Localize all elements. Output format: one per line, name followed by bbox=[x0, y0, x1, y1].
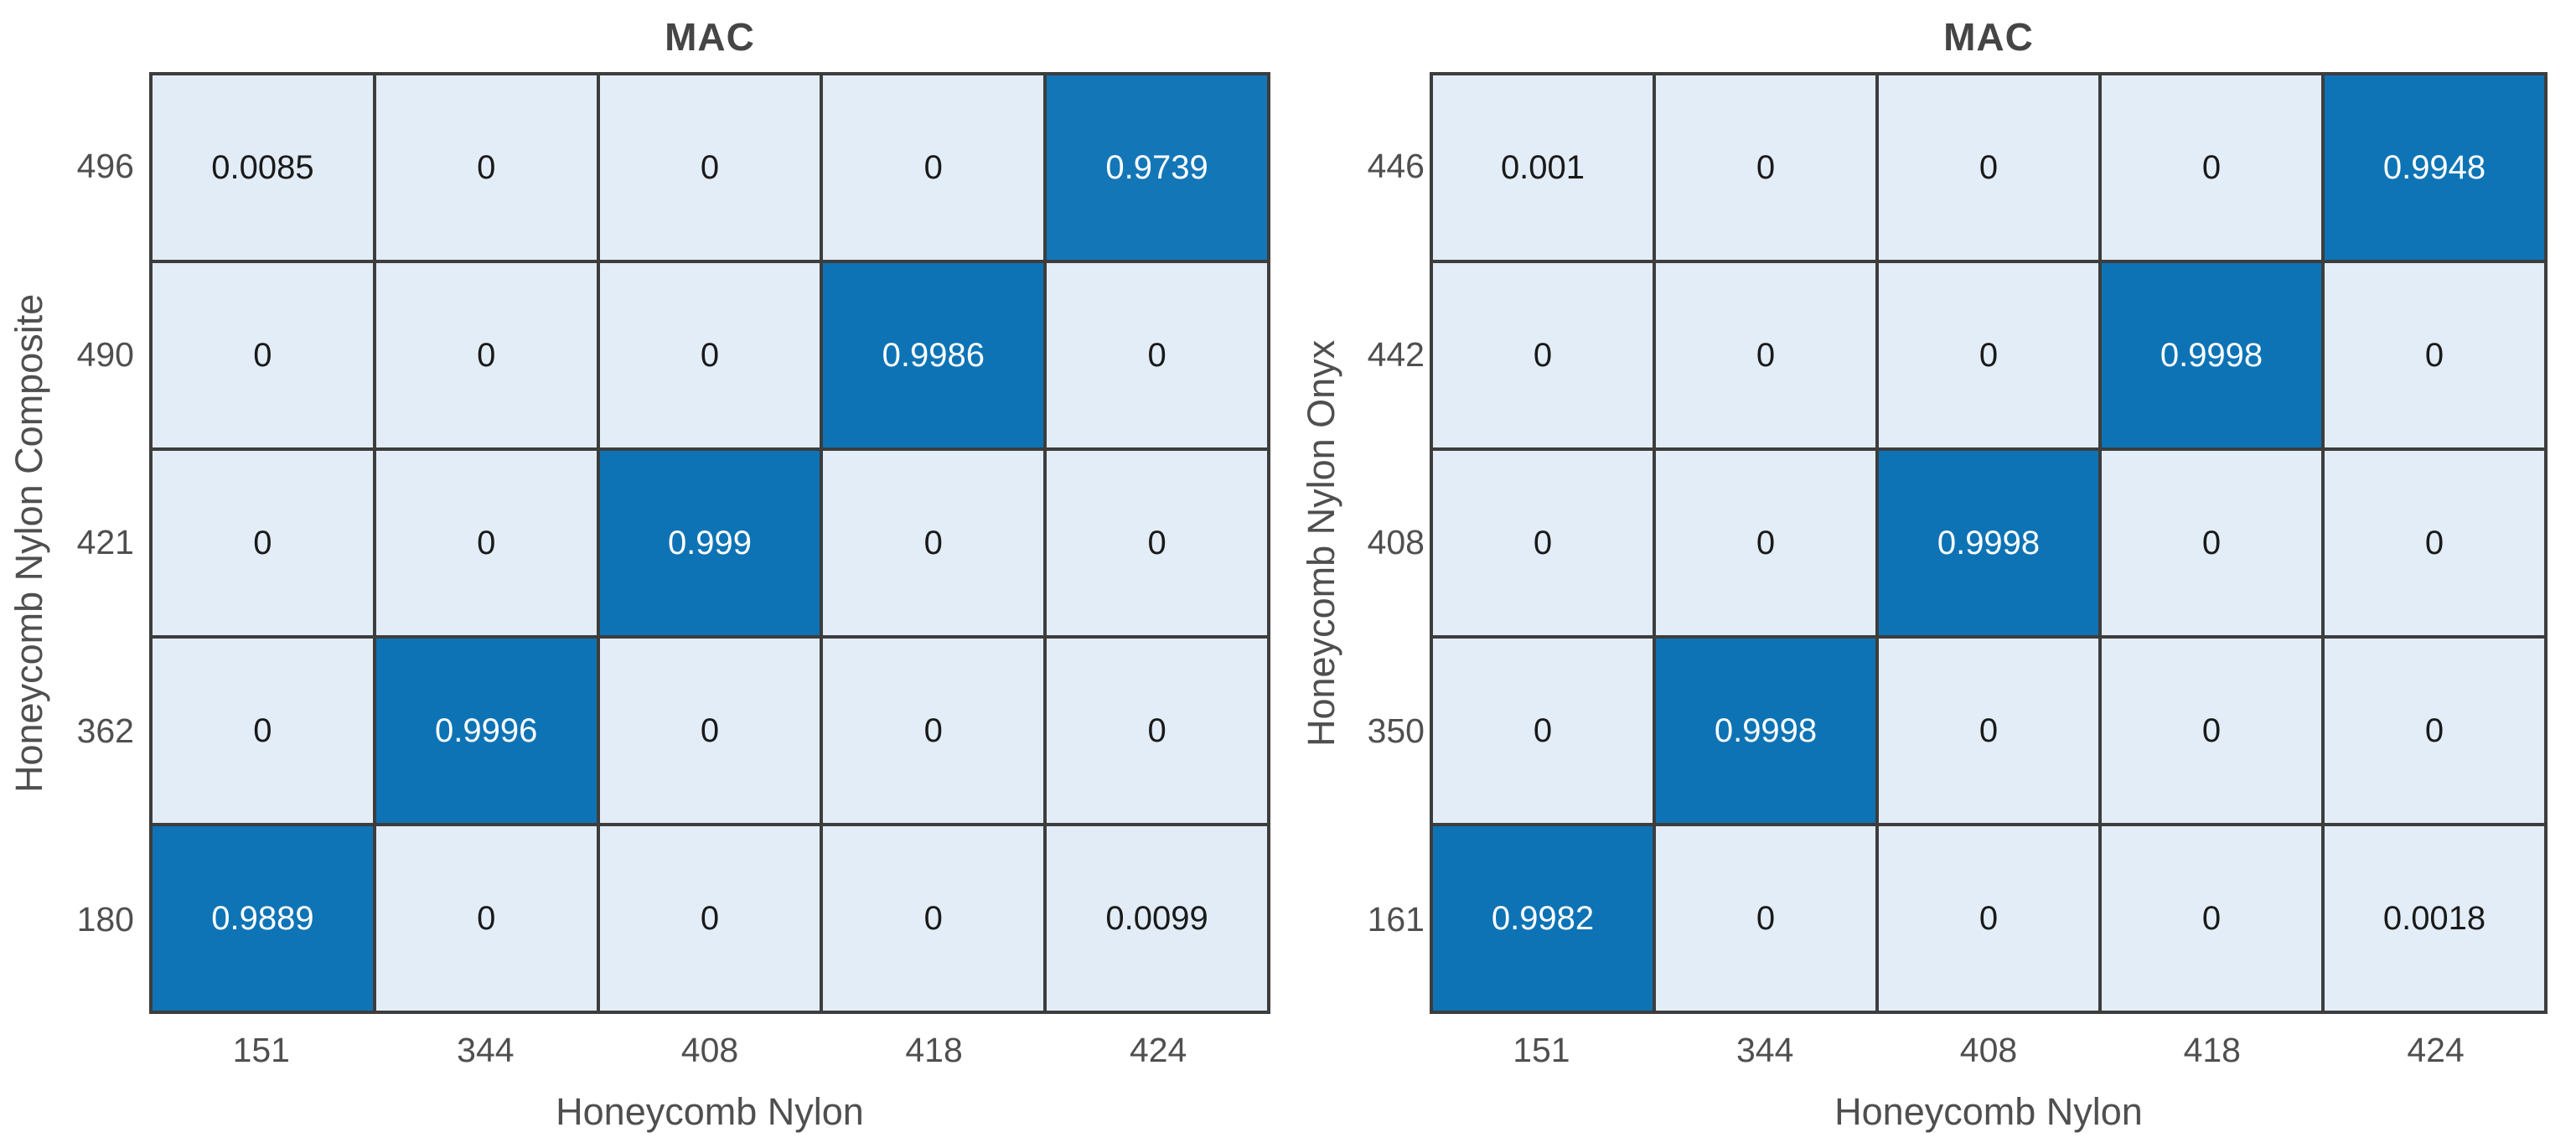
heatmap-cell: 0 bbox=[2325, 639, 2544, 823]
heatmap-cell: 0.9889 bbox=[153, 826, 373, 1011]
heatmap-cell: 0 bbox=[1047, 639, 1267, 823]
heatmap-cell: 0 bbox=[1879, 826, 2098, 1011]
x-tick-labels: 151 344 408 418 424 bbox=[149, 1026, 1270, 1074]
y-tick-label: 442 bbox=[1367, 334, 1425, 374]
x-tick-label: 151 bbox=[1513, 1030, 1570, 1069]
heatmap-cell: 0.9996 bbox=[375, 639, 597, 823]
y-tick-label: 496 bbox=[76, 146, 134, 185]
y-tick-label: 490 bbox=[76, 334, 134, 374]
y-tick-labels: 496 490 421 362 180 bbox=[55, 72, 134, 1014]
x-tick-labels: 151 344 408 418 424 bbox=[1430, 1026, 2548, 1074]
heatmap-cell: 0 bbox=[599, 263, 820, 447]
heatmap-cell: 0.0018 bbox=[2325, 826, 2544, 1011]
heatmap-cell: 0 bbox=[1433, 263, 1653, 447]
x-axis-label: Honeycomb Nylon bbox=[556, 1090, 864, 1133]
heatmap-panel-right: MAC Honeycomb Nylon Onyx 446 442 408 350 161… bbox=[1282, 0, 2576, 1143]
heatmap-cell: 0.9998 bbox=[2102, 263, 2321, 447]
heatmap-cell: 0 bbox=[1433, 639, 1653, 823]
heatmap-cell: 0.9948 bbox=[2325, 75, 2544, 260]
x-axis-label: Honeycomb Nylon bbox=[1834, 1090, 2143, 1133]
x-tick-label: 418 bbox=[2183, 1030, 2241, 1069]
heatmap-cell: 0 bbox=[1879, 639, 2098, 823]
y-tick-label: 180 bbox=[76, 900, 134, 939]
heatmap-cell: 0 bbox=[375, 263, 597, 447]
heatmap-cell: 0 bbox=[1879, 75, 2098, 260]
y-tick-label: 161 bbox=[1367, 900, 1425, 939]
heatmap-cell: 0 bbox=[375, 75, 597, 260]
heatmap-cell: 0 bbox=[599, 639, 820, 823]
heatmap-cell: 0 bbox=[599, 826, 820, 1011]
heatmap-cell: 0 bbox=[1047, 451, 1267, 635]
heatmap-cell: 0 bbox=[1047, 263, 1267, 447]
y-tick-label: 350 bbox=[1367, 711, 1425, 751]
heatmap-cell: 0 bbox=[823, 451, 1044, 635]
heatmap-cell: 0 bbox=[1656, 75, 1875, 260]
heatmap-cell: 0 bbox=[1656, 826, 1875, 1011]
heatmap-cell: 0 bbox=[1433, 451, 1653, 635]
y-tick-label: 408 bbox=[1367, 523, 1425, 562]
heatmap-cell: 0 bbox=[375, 826, 597, 1011]
heatmap-cell: 0 bbox=[2102, 75, 2321, 260]
chart-title: MAC bbox=[1943, 15, 2034, 59]
heatmap-cell: 0 bbox=[1656, 451, 1875, 635]
chart-title: MAC bbox=[665, 15, 755, 59]
heatmap-cell: 0.9998 bbox=[1879, 451, 2098, 635]
y-axis-label: Honeycomb Nylon Composite bbox=[8, 293, 50, 794]
x-tick-label: 344 bbox=[457, 1030, 515, 1069]
heatmap-cell: 0 bbox=[823, 826, 1044, 1011]
x-tick-label: 424 bbox=[2407, 1030, 2465, 1069]
heatmap-cell: 0 bbox=[823, 75, 1044, 260]
heatmap-cell: 0 bbox=[2102, 826, 2321, 1011]
heatmap-cell: 0 bbox=[2325, 263, 2544, 447]
heatmap-cell: 0 bbox=[153, 451, 373, 635]
heatmap-grid: 0.001 0 0 0 0.9948 0 0 0 0.9998 0 0 0 0.9998 0 0 0 0.999… bbox=[1430, 72, 2548, 1014]
heatmap-cell: 0.001 bbox=[1433, 75, 1653, 260]
y-tick-label: 446 bbox=[1367, 146, 1425, 185]
heatmap-grid: 0.0085 0 0 0 0.9739 0 0 0 0.9986 0 0 0 0.999 0 0 0 0.999… bbox=[149, 72, 1270, 1014]
heatmap-cell: 0 bbox=[153, 639, 373, 823]
heatmap-cell: 0 bbox=[1656, 263, 1875, 447]
heatmap-cell: 0 bbox=[2102, 639, 2321, 823]
x-tick-label: 418 bbox=[905, 1030, 963, 1069]
x-tick-label: 151 bbox=[232, 1030, 290, 1069]
heatmap-cell: 0 bbox=[1879, 263, 2098, 447]
y-tick-label: 362 bbox=[76, 711, 134, 751]
heatmap-cell: 0.9986 bbox=[823, 263, 1044, 447]
x-tick-label: 408 bbox=[1959, 1030, 2018, 1069]
heatmap-cell: 0 bbox=[2102, 451, 2321, 635]
heatmap-cell: 0 bbox=[2325, 451, 2544, 635]
x-tick-label: 408 bbox=[680, 1030, 739, 1069]
heatmap-cell: 0.999 bbox=[599, 451, 820, 635]
heatmap-cell: 0.0099 bbox=[1047, 826, 1267, 1011]
y-tick-label: 421 bbox=[76, 523, 134, 562]
heatmap-cell: 0 bbox=[375, 451, 597, 635]
heatmap-cell: 0.9739 bbox=[1047, 75, 1267, 260]
heatmap-panel-left: MAC Honeycomb Nylon Composite 496 490 421 3… bbox=[8, 15, 1270, 1133]
x-tick-label: 424 bbox=[1129, 1030, 1187, 1069]
x-tick-label: 344 bbox=[1735, 1030, 1794, 1069]
heatmap-cell: 0.9998 bbox=[1656, 639, 1875, 823]
heatmap-cell: 0 bbox=[153, 263, 373, 447]
heatmap-cell: 0 bbox=[599, 75, 820, 260]
y-tick-labels: 446 442 408 350 161 bbox=[1353, 72, 1425, 1014]
heatmap-cell: 0.0085 bbox=[153, 75, 373, 260]
heatmap-cell: 0.9982 bbox=[1433, 826, 1653, 1011]
y-axis-label: Honeycomb Nylon Onyx bbox=[1300, 339, 1342, 747]
heatmap-cell: 0 bbox=[823, 639, 1044, 823]
